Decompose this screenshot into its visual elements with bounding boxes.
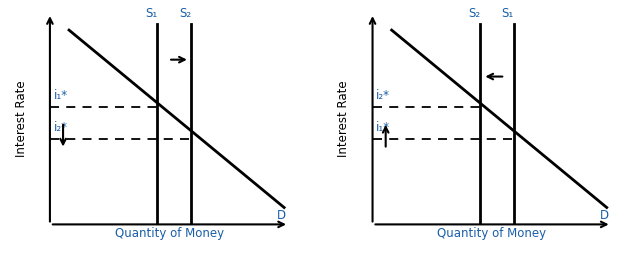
- X-axis label: Quantity of Money: Quantity of Money: [437, 227, 547, 240]
- Text: i₁*: i₁*: [376, 121, 390, 134]
- Text: Interest Rate: Interest Rate: [15, 81, 27, 157]
- Text: S₂: S₂: [468, 7, 480, 20]
- Text: S₁: S₁: [502, 7, 514, 20]
- Text: i₁*: i₁*: [54, 89, 67, 102]
- Text: S₂: S₂: [179, 7, 191, 20]
- X-axis label: Quantity of Money: Quantity of Money: [115, 227, 224, 240]
- Text: D: D: [277, 209, 286, 221]
- Text: i₂*: i₂*: [54, 121, 67, 134]
- Text: D: D: [600, 209, 608, 221]
- Text: Interest Rate: Interest Rate: [338, 81, 350, 157]
- Text: S₁: S₁: [145, 7, 158, 20]
- Text: i₂*: i₂*: [376, 89, 390, 102]
